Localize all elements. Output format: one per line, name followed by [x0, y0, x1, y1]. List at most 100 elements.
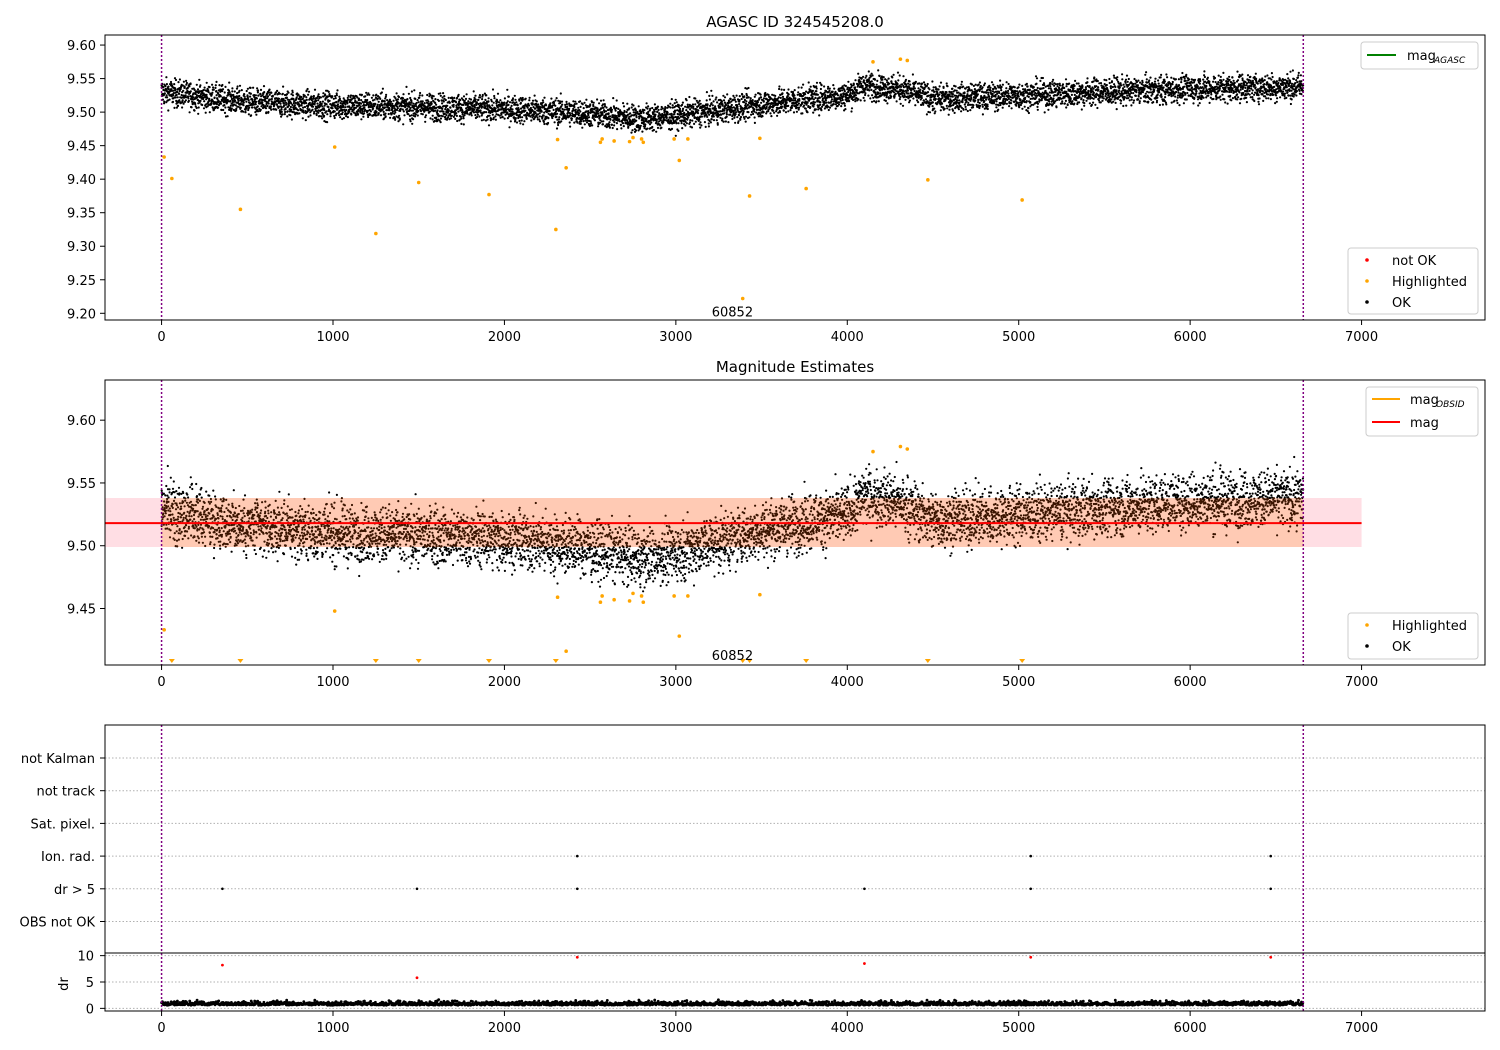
ok-point	[976, 93, 980, 96]
ok-point	[964, 108, 968, 111]
ok-point	[218, 84, 221, 87]
ok-point	[566, 105, 569, 108]
ok-point	[541, 99, 545, 102]
ok-point	[452, 103, 455, 106]
ok-point	[653, 110, 656, 113]
ok-point	[475, 101, 478, 104]
ok-point	[426, 93, 429, 97]
ok-point	[282, 97, 285, 101]
ok-point	[727, 121, 730, 124]
ok-point	[706, 103, 709, 106]
ok-point	[733, 116, 736, 119]
ok-point	[722, 94, 725, 97]
ok-point	[199, 84, 202, 87]
ok-point	[187, 99, 190, 102]
ok-point	[424, 114, 428, 117]
ok-point	[375, 93, 378, 96]
ok-point	[610, 123, 614, 126]
ok-point	[676, 118, 679, 121]
ok-point	[435, 103, 438, 106]
ok-point	[476, 113, 479, 116]
ok-point	[441, 96, 444, 99]
ok-point	[215, 94, 218, 97]
ok-point	[681, 101, 685, 104]
ok-point	[286, 115, 289, 118]
ok-point	[632, 111, 635, 114]
ok-point	[656, 105, 660, 108]
ok-point	[402, 110, 405, 113]
ok-point	[622, 105, 626, 108]
ok-point	[966, 109, 969, 113]
ok-point	[379, 114, 383, 117]
ok-point	[711, 104, 714, 107]
ok-point	[509, 120, 512, 123]
ok-point	[525, 117, 528, 120]
ok-point	[249, 95, 252, 98]
ok-point	[428, 110, 432, 113]
ok-point	[671, 106, 674, 109]
ok-point	[852, 83, 855, 86]
ok-point	[270, 97, 273, 101]
ok-point	[725, 111, 728, 114]
ok-point	[193, 88, 196, 91]
ok-point	[412, 118, 415, 121]
ok-point	[707, 125, 711, 128]
ok-point	[433, 119, 436, 123]
ok-point	[902, 90, 906, 93]
ok-point	[626, 119, 629, 122]
ok-point	[294, 106, 297, 109]
ok-point	[601, 112, 604, 116]
ok-point	[983, 100, 986, 103]
ok-point	[707, 122, 710, 125]
ok-point	[264, 95, 267, 98]
ok-point	[466, 112, 469, 115]
ok-point	[698, 99, 701, 102]
ok-point	[497, 101, 501, 104]
ok-point	[650, 121, 653, 124]
ok-point	[623, 110, 626, 113]
ok-point	[251, 98, 254, 101]
ok-point	[542, 114, 545, 117]
ok-point	[383, 102, 386, 105]
ok-point	[329, 111, 333, 114]
ok-point	[291, 103, 294, 107]
ok-point	[284, 101, 288, 104]
ok-point	[406, 98, 409, 101]
ok-point	[385, 93, 388, 96]
ok-point	[176, 96, 179, 99]
ok-point	[367, 115, 370, 119]
ok-point	[335, 94, 338, 97]
ok-point	[347, 98, 350, 101]
ok-point	[978, 101, 981, 105]
ok-point	[581, 103, 584, 106]
ok-point	[246, 97, 250, 100]
ok-point	[865, 74, 868, 77]
ok-point	[257, 94, 260, 97]
ok-point	[198, 101, 201, 104]
ok-point	[506, 111, 509, 114]
ok-point	[647, 110, 650, 113]
ok-point	[787, 110, 790, 113]
ok-point	[782, 109, 785, 112]
ok-point	[871, 94, 874, 97]
ok-point	[428, 104, 431, 107]
ok-point	[928, 88, 931, 91]
ok-point	[671, 104, 674, 107]
ok-point	[322, 95, 325, 98]
ok-point	[560, 100, 564, 103]
ok-point	[368, 93, 371, 96]
ok-point	[186, 86, 189, 89]
ok-point	[564, 103, 567, 106]
ok-point	[331, 95, 334, 98]
ok-point	[536, 116, 539, 119]
ok-point	[714, 107, 717, 110]
ok-point	[311, 100, 314, 103]
ok-point	[260, 105, 263, 108]
ok-point	[541, 116, 544, 119]
ok-point	[685, 99, 688, 102]
ok-point	[753, 121, 757, 124]
ok-point	[626, 102, 629, 105]
ok-point	[621, 122, 625, 125]
ok-point	[307, 115, 310, 118]
ok-point	[350, 113, 353, 116]
